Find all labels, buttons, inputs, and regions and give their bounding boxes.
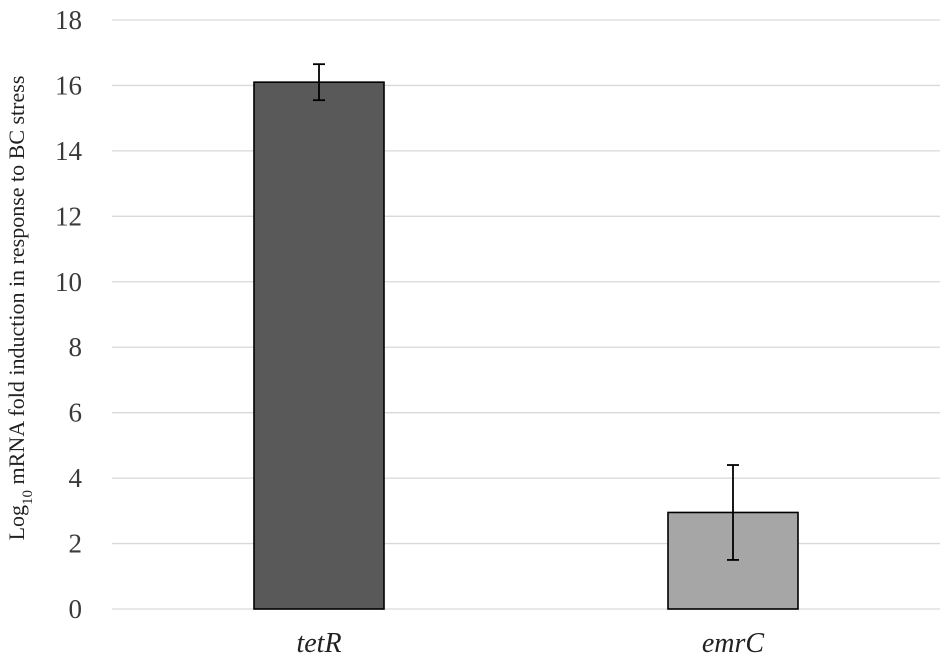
y-tick-label-8: 8 [69, 332, 83, 362]
y-tick-label-4: 4 [69, 463, 83, 493]
bar-tetR [253, 81, 385, 610]
grid [112, 19, 940, 610]
y-tick-label-6: 6 [69, 398, 83, 428]
bars [253, 81, 799, 610]
y-tick-label-0: 0 [69, 594, 83, 624]
error-bar-emrC [727, 464, 739, 561]
y-axis-label-subscript: 10 [20, 490, 36, 505]
y-tick-label-12: 12 [55, 201, 82, 231]
y-tick-label-14: 14 [55, 136, 83, 166]
x-category-label-emrC: emrC [702, 628, 765, 659]
error-bar-tetR [313, 63, 325, 102]
x-axis-categories: tetR emrC [296, 628, 764, 659]
y-axis-ticks: 0 2 4 6 8 10 12 14 16 18 [55, 5, 83, 624]
y-tick-label-10: 10 [55, 267, 82, 297]
error-bars [313, 63, 739, 561]
y-axis-label: Log10 mRNA fold induction in response to… [4, 76, 36, 541]
y-tick-label-16: 16 [55, 70, 82, 100]
y-tick-label-18: 18 [55, 5, 82, 35]
y-axis-label-suffix: mRNA fold induction in response to BC st… [4, 76, 29, 490]
x-category-label-tetR: tetR [296, 628, 341, 659]
y-axis-label-prefix: Log [4, 505, 29, 540]
y-tick-label-2: 2 [69, 529, 83, 559]
